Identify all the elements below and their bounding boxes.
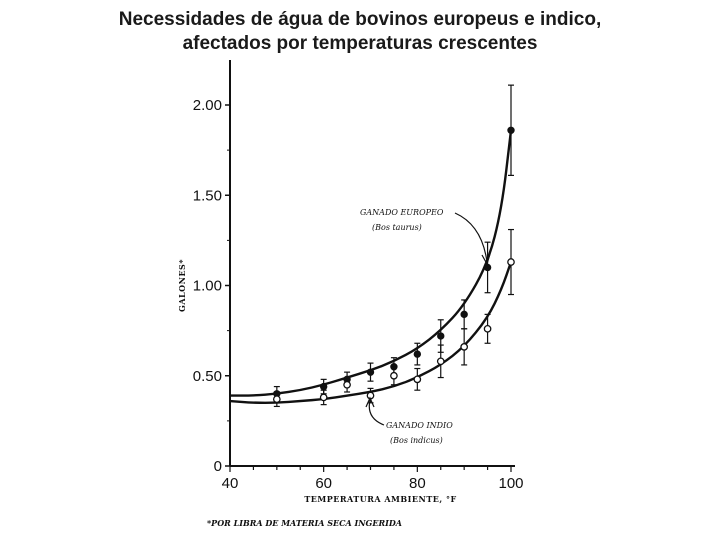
data-point [437,332,445,340]
series-label-indio: GANADO INDIO [386,421,453,430]
x-tick-label: 60 [315,475,332,492]
data-point [483,263,492,272]
y-tick-label: 0.50 [193,368,222,385]
x-tick-label: 80 [409,475,426,492]
series-curve [229,261,513,405]
leader-arrow-indio [365,396,375,408]
series-curve [230,130,513,397]
data-point [507,258,515,266]
chart-series [229,84,515,408]
series-label-europeo: GANADO EUROPEO [360,208,444,217]
data-point [436,357,445,366]
slide-title: Necessidades de água de bovinos europeus… [0,8,720,56]
data-point [413,375,422,384]
data-point [507,126,515,134]
chart-labels: GALONES* TEMPERATURA AMBIENTE, °F *POR LIB… [177,208,491,528]
data-point [272,395,281,404]
data-point [390,371,398,380]
title-line-1: Necessidades de água de bovinos europeus… [118,9,602,30]
data-point [343,380,351,389]
data-point [319,382,328,391]
title-line-2: afectados por temperaturas crescentes [182,33,538,54]
y-tick-label: 2.00 [193,97,222,114]
y-axis-title: GALONES* [177,259,187,312]
data-point [366,368,375,376]
leader-arrow-europeo [481,253,491,266]
y-tick-label: 0 [214,458,222,475]
series-label-indio-sub: (Bos indicus) [390,436,443,445]
data-point [483,324,492,333]
series-europeo [230,84,515,402]
chart-axes: 0 0.50 1.00 1.50 2.00 40 60 80 100 [193,60,524,492]
data-point [460,343,469,351]
x-axis-title: TEMPERATURA AMBIENTE, °F [304,494,456,504]
data-point [460,310,468,319]
x-tick-label: 100 [498,475,523,492]
data-point [413,350,422,358]
y-tick-label: 1.00 [193,278,222,295]
data-point [319,393,328,402]
series-indio [229,228,515,408]
leader-indio [368,399,385,426]
x-tick-label: 40 [222,475,239,492]
leader-europeo [454,212,488,263]
y-tick-label: 1.50 [193,187,222,204]
footnote: *POR LIBRA DE MATERIA SECA INGERIDA [207,518,402,528]
series-label-europeo-sub: (Bos taurus) [372,223,422,232]
